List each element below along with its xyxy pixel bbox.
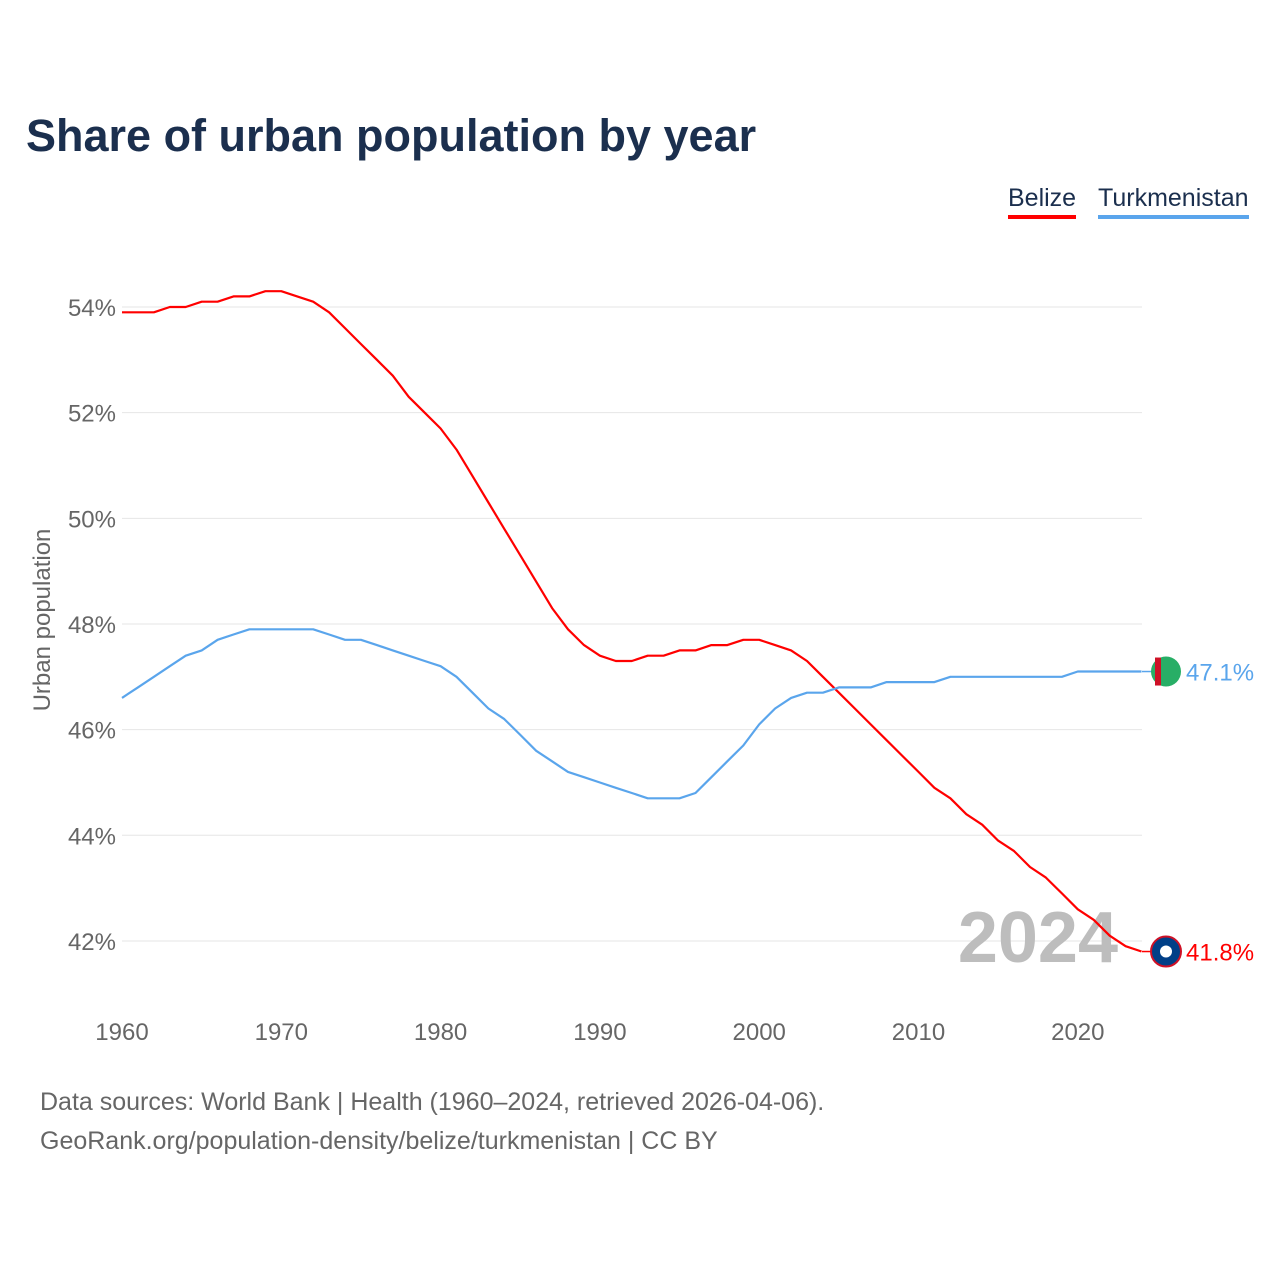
y-tick-label: 54% xyxy=(68,295,116,322)
y-axis-label: Urban population xyxy=(29,529,56,712)
year-watermark: 2024 xyxy=(958,898,1118,978)
x-tick-label: 1980 xyxy=(414,1019,467,1046)
chart-title: Share of urban population by year xyxy=(26,110,757,161)
x-tick-label: 1960 xyxy=(95,1019,148,1046)
x-tick-label: 2010 xyxy=(892,1019,945,1046)
end-value-label: 41.8% xyxy=(1186,940,1254,967)
legend-turkmenistan[interactable]: Turkmenistan xyxy=(1098,184,1249,219)
y-tick-label: 46% xyxy=(68,718,116,745)
x-tick-label: 1970 xyxy=(255,1019,308,1046)
end-value-label: 47.1% xyxy=(1186,660,1254,687)
series-line-turkmenistan xyxy=(121,628,1142,800)
footer-link[interactable]: GeoRank.org/population-density/belize/tu… xyxy=(40,1127,718,1155)
x-tick-label: 2000 xyxy=(733,1019,786,1046)
y-tick-label: 48% xyxy=(68,612,116,639)
series-line-belize xyxy=(122,290,1142,953)
x-tick-label: 1990 xyxy=(573,1019,626,1046)
y-tick-label: 52% xyxy=(68,401,116,428)
footer-sources: Data sources: World Bank | Health (1960–… xyxy=(40,1088,825,1116)
belize-flag-emblem xyxy=(1160,945,1172,958)
turkmenistan-flag-stripe xyxy=(1155,657,1161,686)
legend-belize[interactable]: Belize xyxy=(1008,184,1077,219)
y-tick-label: 50% xyxy=(68,506,116,533)
x-tick-label: 2020 xyxy=(1051,1019,1104,1046)
y-tick-label: 42% xyxy=(68,929,116,956)
y-tick-label: 44% xyxy=(68,823,116,850)
